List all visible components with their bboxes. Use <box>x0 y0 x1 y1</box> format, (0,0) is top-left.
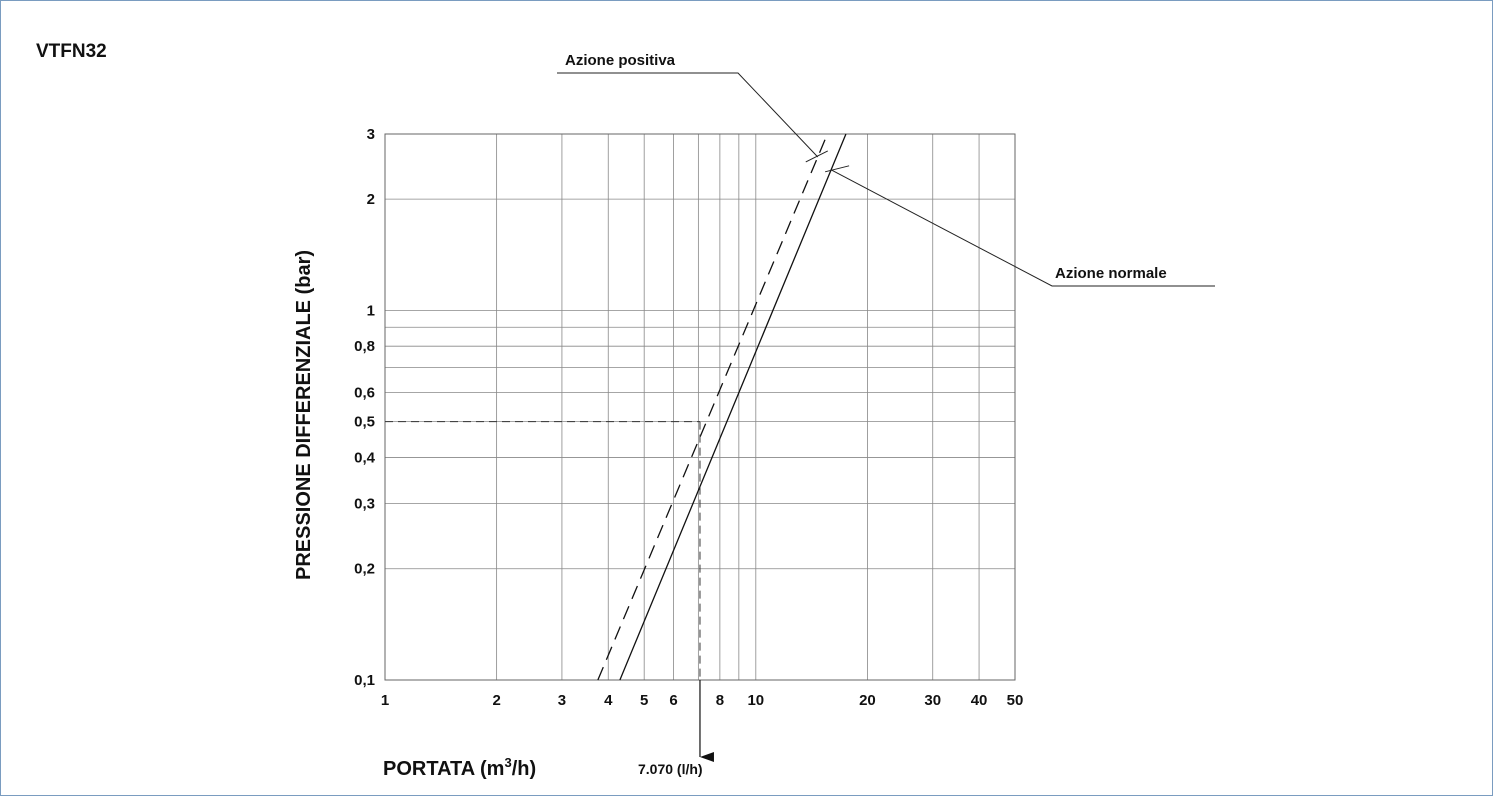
series-callouts: Azione positiva Azione normale <box>557 52 1215 287</box>
series-lines <box>597 133 847 681</box>
x-tick-label: 20 <box>859 692 876 709</box>
y-tick-label: 0,4 <box>354 449 376 466</box>
x-gridlines <box>384 134 1016 680</box>
callout-leader-positiva <box>557 72 819 158</box>
x-tick-label: 6 <box>669 692 677 709</box>
callout-leader-normale <box>830 169 1215 287</box>
reference-value-label: 7.070 (l/h) <box>638 761 703 777</box>
x-tick-label: 1 <box>381 692 389 709</box>
y-tick-labels: 0,1 0,2 0,3 0,4 0,5 0,6 0,8 1 2 3 <box>354 126 376 689</box>
y-tick-label: 1 <box>367 302 375 319</box>
series-line <box>619 133 847 681</box>
x-tick-label: 2 <box>492 692 500 709</box>
reference-lines <box>385 421 714 762</box>
callout-tick-positiva <box>805 150 828 163</box>
x-tick-label: 40 <box>971 692 988 709</box>
x-axis-label: PORTATA (m3/h) <box>383 755 536 780</box>
y-tick-label: 2 <box>367 191 375 208</box>
x-tick-label: 10 <box>747 692 764 709</box>
y-gridlines <box>385 133 1015 681</box>
x-tick-label: 8 <box>716 692 724 709</box>
x-tick-label: 50 <box>1007 692 1024 709</box>
callout-label-normale: Azione normale <box>1055 265 1167 282</box>
y-tick-label: 0,1 <box>354 672 375 689</box>
x-tick-label: 4 <box>604 692 613 709</box>
x-tick-label: 5 <box>640 692 648 709</box>
y-tick-label: 0,3 <box>354 496 375 513</box>
callout-tick-normale <box>824 165 850 173</box>
series-line <box>597 133 829 681</box>
y-tick-label: 0,8 <box>354 338 375 355</box>
chart-title: VTFN32 <box>36 41 107 62</box>
y-tick-label: 3 <box>367 126 375 143</box>
x-tick-label: 3 <box>558 692 566 709</box>
y-tick-label: 0,5 <box>354 414 375 431</box>
x-tick-labels: 1 2 3 4 5 6 8 10 20 30 40 50 <box>381 692 1024 709</box>
y-axis-label: PRESSIONE DIFFERENZIALE (bar) <box>293 250 315 580</box>
y-tick-label: 0,6 <box>354 384 375 401</box>
y-tick-label: 0,2 <box>354 561 375 578</box>
x-tick-label: 30 <box>924 692 941 709</box>
callout-label-positiva: Azione positiva <box>565 52 676 69</box>
